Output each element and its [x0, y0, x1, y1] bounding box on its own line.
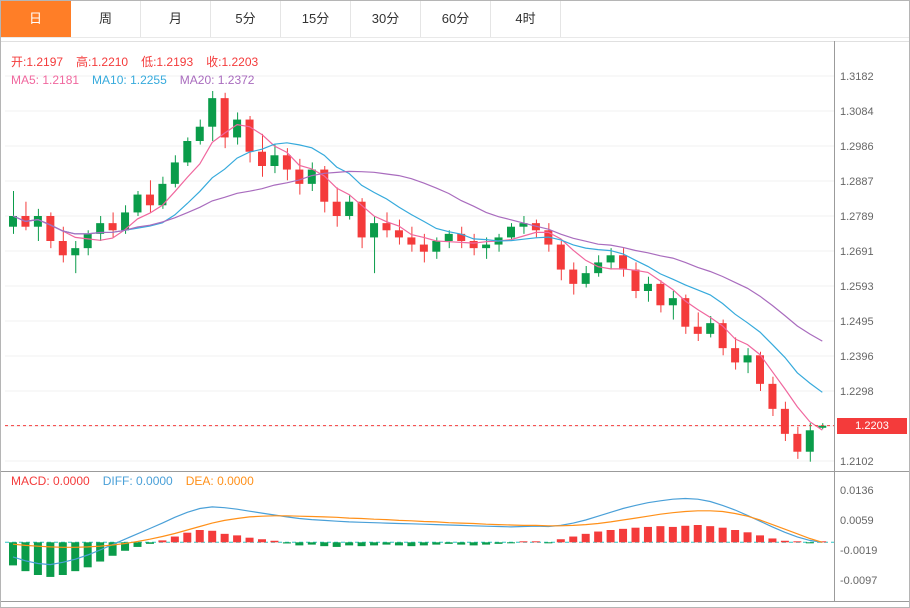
price-axis-label: 1.2396: [840, 351, 874, 363]
tab-15min[interactable]: 15分: [281, 1, 351, 37]
ohlc-close: 收:1.2203: [206, 55, 259, 69]
price-axis-label: 1.2495: [840, 316, 874, 328]
price-axis-labels: 1.3182 1.3084 1.2986 1.2887 1.2789 1.2691 1.25…: [840, 71, 874, 468]
ma-ma10: MA10: 1.2255: [92, 73, 167, 87]
price-axis-label: 1.2593: [840, 281, 874, 293]
tab-month[interactable]: 月: [141, 1, 211, 37]
ohlc-legend: 开:1.2197 高:1.2210 低:1.2193 收:1.2203: [11, 53, 271, 70]
last-price-badge: 1.2203: [837, 418, 907, 434]
ma5-line: [12, 123, 823, 431]
price-axis-label: 1.2691: [840, 246, 874, 258]
price-axis-label: 1.2102: [840, 456, 874, 468]
chart-area: 1.3182 1.3084 1.2986 1.2887 1.2789 1.2691 1.25…: [1, 37, 909, 607]
dea-line: [12, 510, 823, 548]
macd-histogram: [9, 525, 827, 577]
ma-legend: MA5: 1.2181 MA10: 1.2255 MA20: 1.2372: [11, 73, 267, 87]
tab-30min[interactable]: 30分: [351, 1, 421, 37]
macd-axis-label: 0.0059: [840, 515, 874, 527]
macd-macd: MACD: 0.0000: [11, 474, 90, 488]
price-axis-label: 1.2887: [840, 176, 874, 188]
ma10-line: [12, 142, 823, 393]
macd-axis-labels: 0.0136 0.0059 -0.0019 -0.0097: [840, 485, 877, 587]
macd-axis-label: 0.0136: [840, 485, 874, 497]
price-axis-label: 1.2298: [840, 386, 874, 398]
diff-line: [12, 497, 823, 566]
macd-dea: DEA: 0.0000: [185, 474, 254, 488]
ohlc-high: 高:1.2210: [76, 55, 129, 69]
ma20-line: [12, 170, 823, 342]
macd-axis-label: -0.0019: [840, 545, 877, 557]
tab-week[interactable]: 周: [71, 1, 141, 37]
macd-axis-label: -0.0097: [840, 575, 877, 587]
macd-diff: DIFF: 0.0000: [102, 474, 173, 488]
tab-4hour[interactable]: 4时: [491, 1, 561, 37]
price-axis-label: 1.2789: [840, 211, 874, 223]
price-gridlines: [5, 75, 834, 462]
ohlc-low: 低:1.2193: [141, 55, 194, 69]
price-axis-label: 1.3182: [840, 71, 874, 83]
frame-lines: [1, 41, 909, 602]
chart-canvas[interactable]: 1.3182 1.3084 1.2986 1.2887 1.2789 1.2691 1.25…: [1, 37, 909, 607]
tab-5min[interactable]: 5分: [211, 1, 281, 37]
timeframe-tabbar: 日周月 5分 15分 30分 60分 4时: [1, 1, 909, 38]
ma-ma5: MA5: 1.2181: [11, 73, 80, 87]
macd-legend: MACD: 0.0000 DIFF: 0.0000 DEA: 0.0000: [11, 474, 267, 488]
tab-day[interactable]: 日: [1, 1, 71, 37]
tab-60min[interactable]: 60分: [421, 1, 491, 37]
price-axis-label: 1.3084: [840, 106, 874, 118]
ohlc-open: 开:1.2197: [11, 55, 64, 69]
price-axis-label: 1.2986: [840, 141, 874, 153]
candle-series: [9, 91, 827, 462]
ma-ma20: MA20: 1.2372: [179, 73, 255, 87]
